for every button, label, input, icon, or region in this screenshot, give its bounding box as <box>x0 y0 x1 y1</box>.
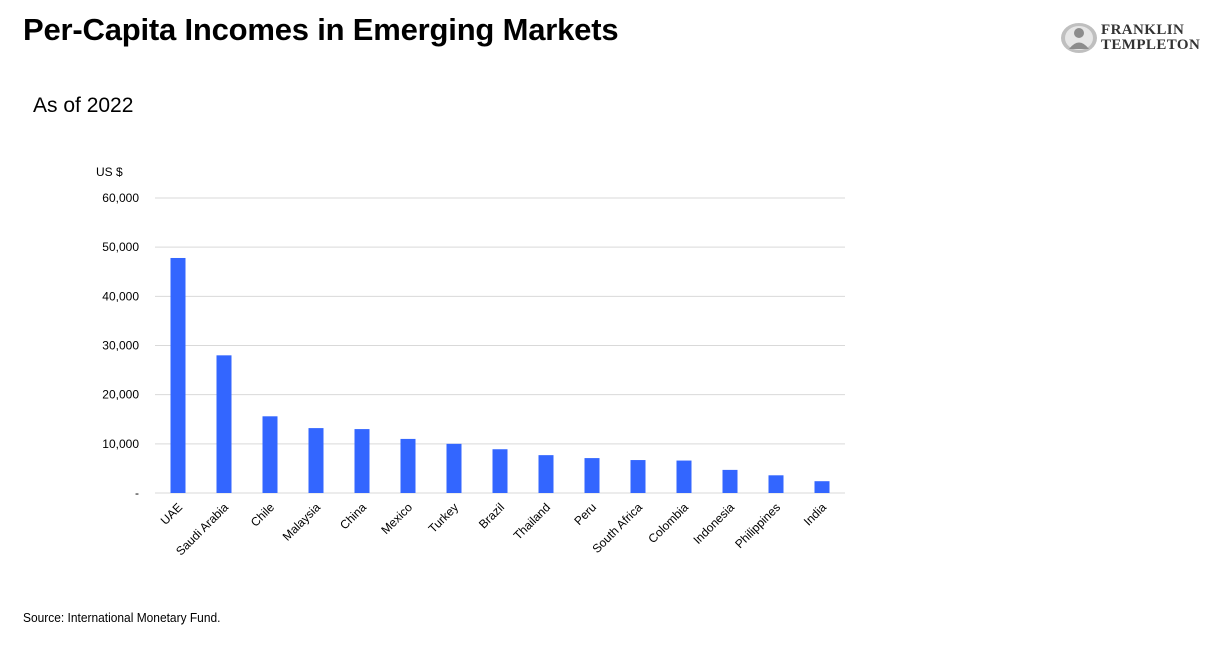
bar-indonesia <box>722 469 738 493</box>
x-tick-label: India <box>801 500 830 529</box>
x-tick-label: Indonesia <box>690 500 737 547</box>
bar-peru <box>584 458 600 493</box>
y-tick-label: 50,000 <box>102 240 139 254</box>
bar-china <box>354 429 370 493</box>
x-tick-label: South Africa <box>589 500 645 556</box>
bar-saudi-arabia <box>216 355 232 493</box>
bar-malaysia <box>308 428 324 493</box>
logo-line-1: FRANKLIN <box>1101 22 1185 38</box>
x-tick-label: Turkey <box>426 500 462 536</box>
y-tick-label: 60,000 <box>102 191 139 205</box>
bar-uae <box>170 257 186 493</box>
y-tick-label: - <box>135 486 139 500</box>
chart-title: Per-Capita Incomes in Emerging Markets <box>23 12 619 47</box>
bar-colombia <box>676 460 692 493</box>
chart-subtitle: As of 2022 <box>33 94 134 117</box>
bar-mexico <box>400 438 416 493</box>
bar-turkey <box>446 443 462 493</box>
x-tick-label: China <box>337 500 369 532</box>
x-tick-label: Brazil <box>476 500 507 531</box>
bar-thailand <box>538 455 554 493</box>
logo-line-2: TEMPLETON <box>1101 37 1201 53</box>
x-tick-label: UAE <box>158 500 185 527</box>
y-tick-label: 10,000 <box>102 437 139 451</box>
y-tick-label: 20,000 <box>102 388 139 402</box>
portrait-emblem-icon <box>1061 23 1097 53</box>
x-tick-label: Chile <box>248 500 277 529</box>
y-tick-label: 40,000 <box>102 289 139 303</box>
bar-brazil <box>492 449 508 493</box>
x-tick-label: Colombia <box>645 500 691 546</box>
source-note: Source: International Monetary Fund. <box>23 610 221 625</box>
bar-south-africa <box>630 460 646 493</box>
logo-wordmark: FRANKLIN TEMPLETON <box>1101 23 1200 53</box>
x-tick-label: Malaysia <box>280 500 324 544</box>
bar-philippines <box>768 475 784 493</box>
x-tick-label: Peru <box>571 500 599 528</box>
franklin-templeton-logo: FRANKLIN TEMPLETON <box>1060 20 1210 56</box>
x-tick-label: Thailand <box>511 500 553 542</box>
bar-chile <box>262 416 278 493</box>
bar-india <box>814 481 830 493</box>
x-tick-label: Philippines <box>732 500 783 551</box>
y-tick-label: 30,000 <box>102 339 139 353</box>
y-axis-label: US $ <box>96 165 123 179</box>
x-tick-label: Mexico <box>378 500 415 537</box>
